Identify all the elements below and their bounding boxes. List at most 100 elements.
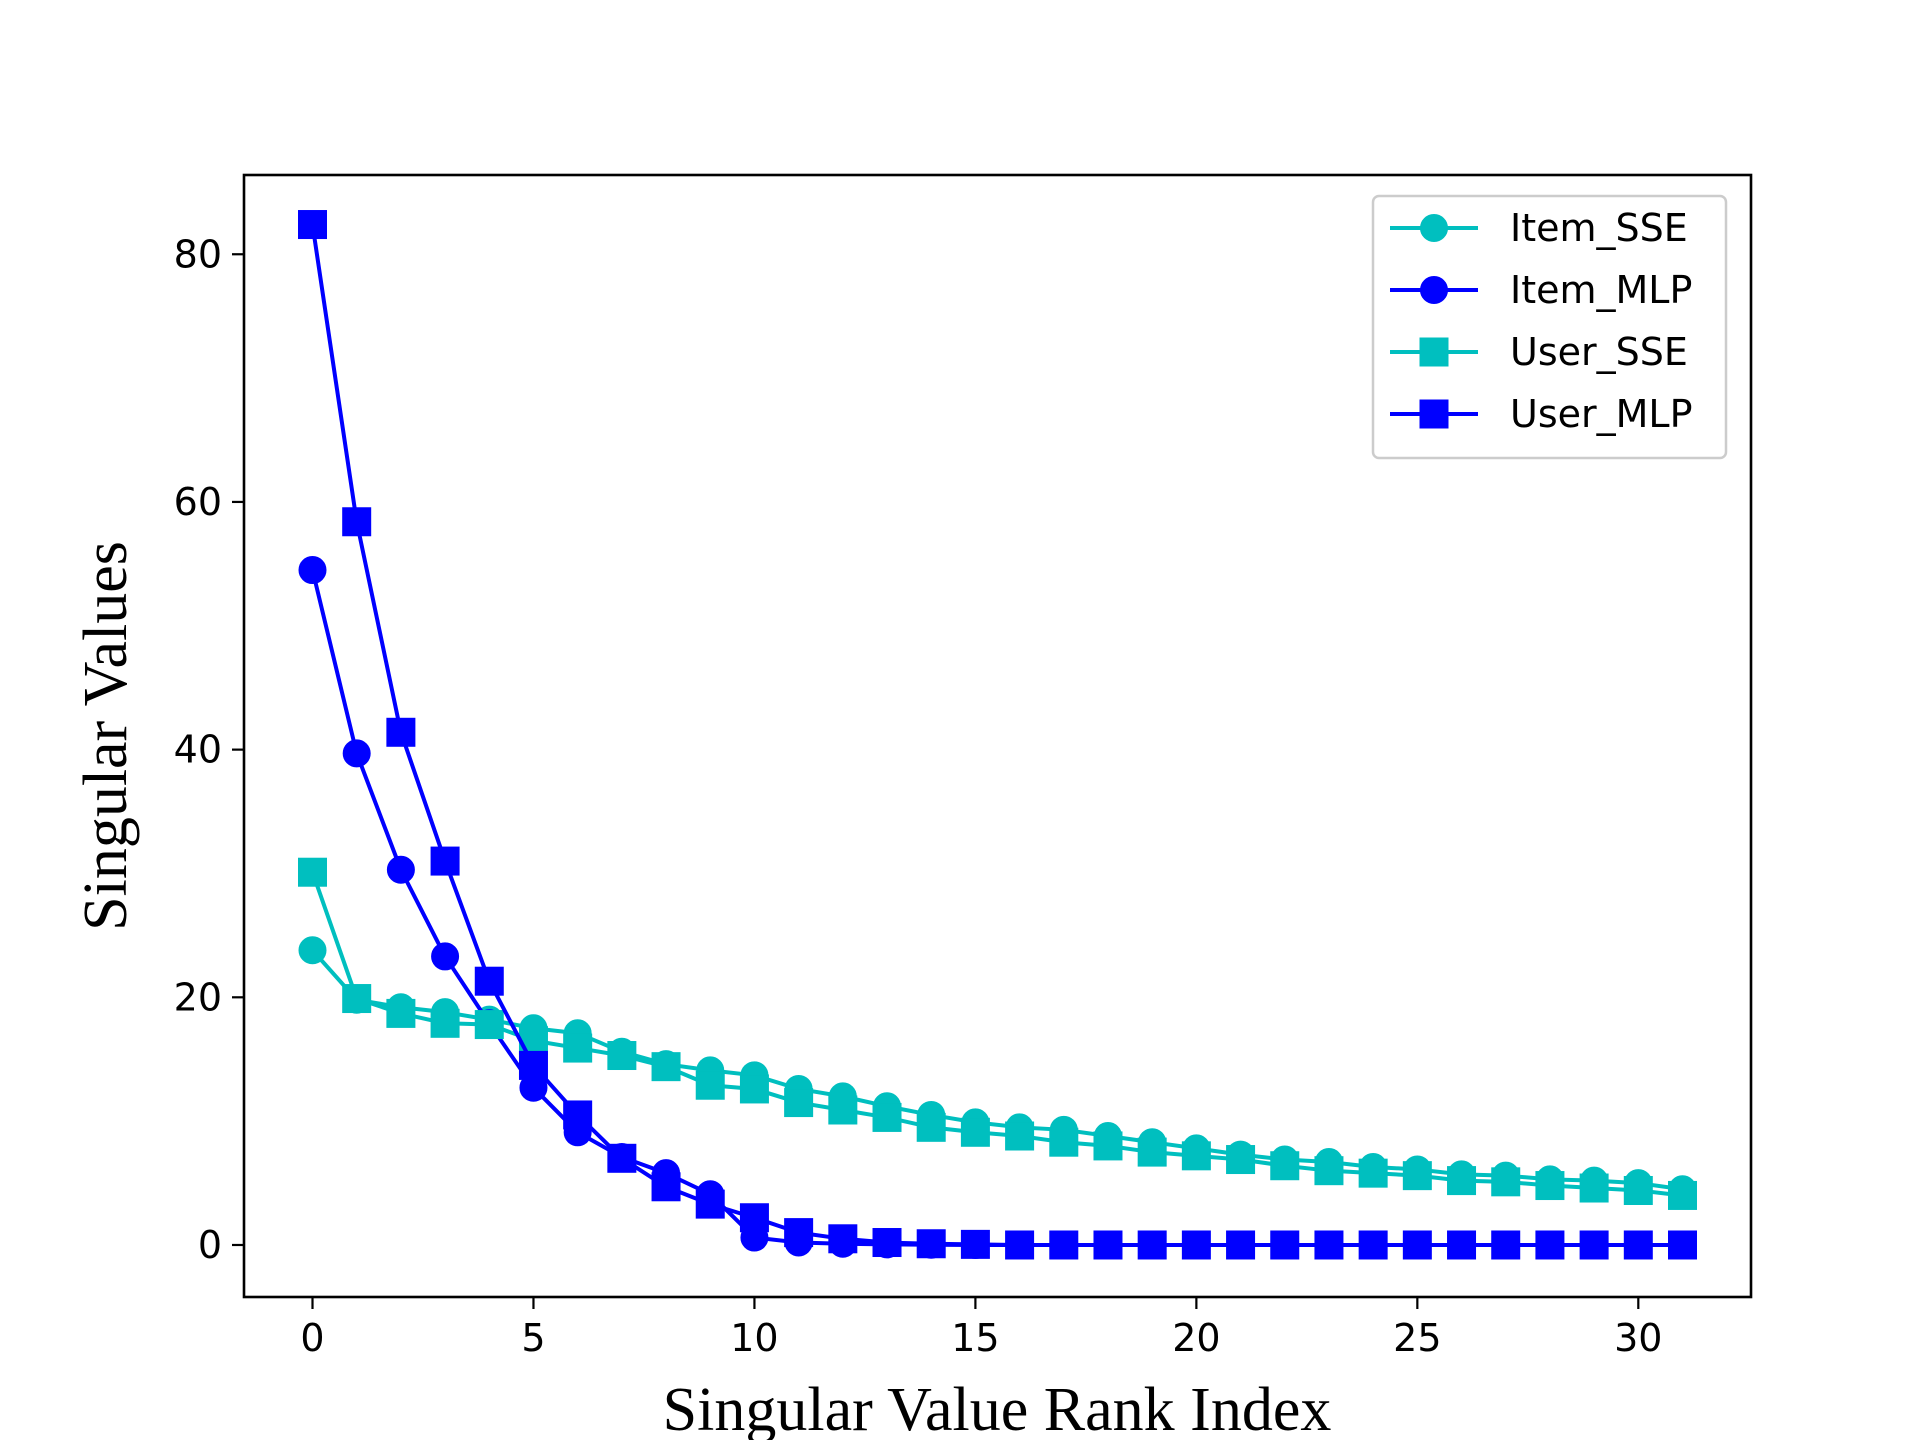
y-axis-title: Singular Values (72, 541, 140, 931)
data-point-User_MLP-4 (474, 966, 504, 996)
legend-item-User_MLP: User_MLP (1390, 392, 1693, 436)
data-point-User_MLP-30 (1623, 1230, 1653, 1260)
data-point-User_MLP-17 (1049, 1230, 1079, 1260)
data-point-User_MLP-21 (1226, 1230, 1256, 1260)
data-point-User_MLP-29 (1579, 1230, 1609, 1260)
data-point-User_SSE-25 (1402, 1161, 1432, 1191)
x-tick-label-20: 20 (1172, 1316, 1220, 1360)
legend-label-Item_MLP: Item_MLP (1510, 268, 1692, 312)
data-point-User_MLP-18 (1093, 1230, 1123, 1260)
x-axis-title: Singular Value Rank Index (663, 1376, 1332, 1440)
data-point-User_SSE-9 (695, 1070, 725, 1100)
data-point-User_MLP-7 (607, 1143, 637, 1173)
data-point-User_SSE-10 (739, 1074, 769, 1104)
x-tick-label-10: 10 (730, 1316, 778, 1360)
data-point-User_MLP-16 (1005, 1230, 1035, 1260)
data-point-User_MLP-19 (1137, 1230, 1167, 1260)
data-point-User_MLP-22 (1270, 1230, 1300, 1260)
data-point-User_MLP-13 (872, 1228, 902, 1258)
data-point-User_MLP-6 (563, 1100, 593, 1130)
legend: Item_SSE Item_MLP User_SSE User_MLP (1371, 194, 1728, 460)
data-point-User_MLP-0 (298, 210, 327, 240)
data-point-User_SSE-8 (651, 1052, 681, 1082)
legend-items: Item_SSE Item_MLP User_SSE User_MLP (1390, 206, 1693, 436)
data-point-User_MLP-28 (1535, 1230, 1565, 1260)
data-point-User_SSE-6 (563, 1033, 593, 1063)
data-point-User_SSE-24 (1358, 1158, 1388, 1188)
data-point-User_MLP-5 (518, 1050, 548, 1080)
data-point-User_SSE-11 (784, 1088, 814, 1118)
x-tick-label-0: 0 (300, 1316, 324, 1360)
ticks-layer: 0 5 10 15 20 25 30 0 20 40 60 80 (174, 232, 1663, 1360)
data-point-User_SSE-3 (430, 1008, 460, 1038)
data-point-User_SSE-18 (1093, 1131, 1123, 1161)
data-point-User_MLP-8 (651, 1172, 681, 1202)
data-point-User_MLP-9 (695, 1189, 725, 1219)
series-User_MLP (298, 210, 1697, 1260)
data-point-User_SSE-13 (872, 1102, 902, 1132)
data-point-Item_SSE-0 (298, 936, 327, 965)
data-point-User_SSE-19 (1137, 1137, 1167, 1167)
data-point-User_MLP-2 (386, 717, 416, 747)
legend-box (1371, 194, 1728, 460)
legend-label-Item_SSE: Item_SSE (1510, 206, 1688, 250)
y-tick-label-40: 40 (174, 728, 222, 772)
y-tick-label-80: 80 (174, 232, 222, 276)
data-point-User_MLP-27 (1491, 1230, 1521, 1260)
data-point-User_MLP-1 (342, 507, 372, 537)
data-point-User_SSE-30 (1623, 1175, 1653, 1205)
plot-layer (298, 210, 1697, 1260)
data-point-User_MLP-12 (828, 1224, 858, 1254)
data-point-User_SSE-14 (916, 1112, 946, 1142)
data-point-User_SSE-22 (1270, 1151, 1300, 1181)
data-point-User_MLP-14 (916, 1229, 946, 1259)
data-point-User_SSE-16 (1005, 1121, 1035, 1151)
data-point-User_MLP-10 (739, 1203, 769, 1233)
data-point-User_MLP-11 (784, 1218, 814, 1248)
data-point-User_SSE-0 (298, 857, 327, 887)
data-point-User_SSE-7 (607, 1041, 637, 1071)
legend-label-User_MLP: User_MLP (1510, 392, 1693, 436)
data-point-User_MLP-3 (430, 846, 460, 876)
legend-marker-Item_MLP (1420, 276, 1448, 304)
x-tick-label-15: 15 (951, 1316, 999, 1360)
data-point-Item_MLP-3 (431, 942, 460, 971)
data-point-User_SSE-29 (1579, 1173, 1609, 1203)
plot-frame (242, 173, 1753, 1299)
data-point-Item_MLP-0 (298, 556, 327, 585)
legend-marker-User_MLP (1419, 399, 1449, 429)
y-tick-label-0: 0 (198, 1223, 222, 1267)
data-point-User_MLP-26 (1447, 1230, 1477, 1260)
data-point-User_SSE-20 (1181, 1141, 1211, 1171)
data-point-User_SSE-2 (386, 998, 416, 1028)
data-point-User_MLP-31 (1668, 1230, 1697, 1260)
legend-marker-Item_SSE (1420, 214, 1448, 242)
data-point-User_SSE-17 (1049, 1127, 1079, 1157)
data-point-User_SSE-4 (474, 1010, 504, 1040)
legend-marker-User_SSE (1419, 337, 1449, 367)
data-point-User_SSE-1 (342, 984, 372, 1014)
data-point-User_SSE-26 (1447, 1166, 1477, 1196)
data-point-User_MLP-23 (1314, 1230, 1344, 1260)
data-point-User_MLP-25 (1402, 1230, 1432, 1260)
x-tick-label-30: 30 (1614, 1316, 1662, 1360)
data-point-User_SSE-15 (960, 1117, 990, 1147)
data-point-User_SSE-23 (1314, 1156, 1344, 1186)
data-point-User_SSE-21 (1226, 1145, 1256, 1175)
data-point-Item_MLP-2 (386, 855, 415, 884)
legend-item-Item_MLP: Item_MLP (1390, 268, 1692, 312)
data-point-User_SSE-27 (1491, 1167, 1521, 1197)
legend-item-Item_SSE: Item_SSE (1390, 206, 1688, 250)
data-point-User_MLP-15 (960, 1229, 990, 1259)
data-point-User_MLP-20 (1181, 1230, 1211, 1260)
x-tick-label-5: 5 (521, 1316, 545, 1360)
data-point-User_SSE-31 (1668, 1180, 1697, 1210)
data-point-Item_MLP-1 (342, 739, 371, 768)
data-point-User_SSE-28 (1535, 1171, 1565, 1201)
legend-label-User_SSE: User_SSE (1510, 330, 1688, 374)
data-point-User_SSE-12 (828, 1095, 858, 1125)
x-tick-label-25: 25 (1393, 1316, 1441, 1360)
y-tick-label-20: 20 (174, 975, 222, 1019)
